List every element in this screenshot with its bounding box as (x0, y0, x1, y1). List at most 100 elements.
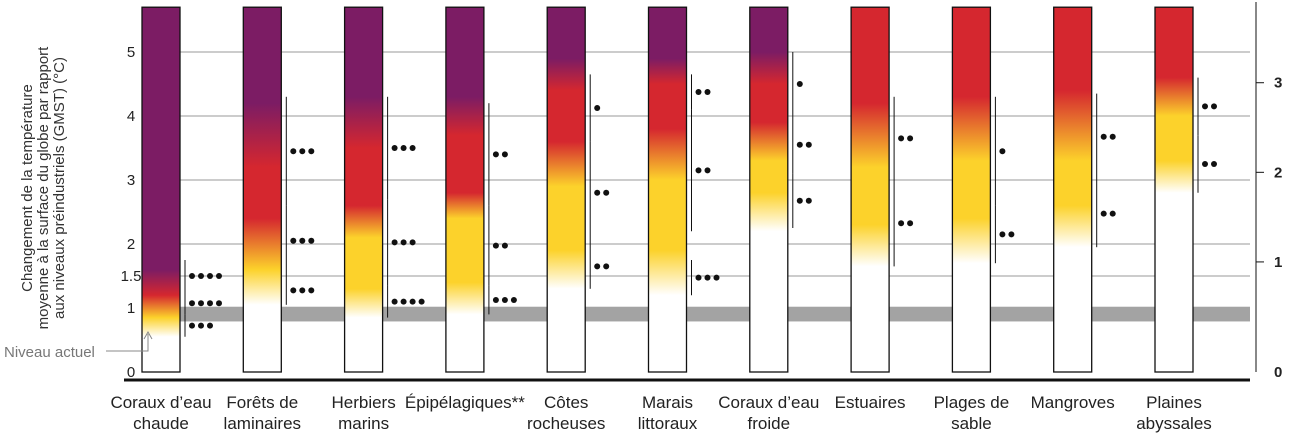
confidence-dot (594, 105, 601, 111)
current-level-label: Niveau actuel (4, 344, 95, 361)
confidence-dot (695, 89, 702, 95)
risk-bar (242, 6, 282, 373)
right-tick-label: 0 (1274, 364, 1282, 381)
confidence-dot (510, 297, 517, 303)
confidence-dot (207, 273, 213, 279)
confidence-dot (418, 298, 425, 305)
confidence-dot (308, 148, 315, 155)
category-label: Estuaires (835, 393, 906, 412)
confidence-dot (898, 220, 905, 227)
right-tick-label: 2 (1274, 164, 1282, 181)
confidence-dot (501, 151, 508, 158)
left-tick-label: 2 (127, 236, 135, 253)
confidence-dot (198, 300, 204, 307)
confidence-dot (501, 242, 508, 249)
risk-bar (749, 6, 789, 373)
confidence-dot (594, 189, 601, 196)
risk-bar (951, 6, 992, 373)
confidence-dot (492, 151, 499, 158)
confidence-dot (299, 237, 306, 244)
confidence-dot (492, 297, 499, 303)
confidence-dot (400, 239, 407, 246)
risk-bar (546, 6, 586, 373)
confidence-dot (695, 274, 702, 281)
category-label: Plaines abyssales (1136, 393, 1212, 433)
confidence-dot (704, 274, 711, 281)
confidence-dot (290, 148, 297, 155)
confidence-dot (594, 263, 601, 270)
confidence-dot (704, 167, 711, 174)
right-tick-label: 1 (1274, 254, 1282, 271)
confidence-dot (290, 287, 297, 294)
confidence-dot (907, 220, 914, 227)
confidence-dot (1211, 103, 1217, 110)
left-tick-label: 4 (127, 108, 135, 125)
confidence-dot (1202, 161, 1208, 167)
confidence-dot (492, 242, 499, 249)
confidence-dot (695, 167, 702, 174)
current-level-arrowhead (143, 330, 153, 340)
confidence-dot (290, 237, 297, 244)
confidence-dot (704, 89, 711, 95)
risk-bar (445, 6, 485, 373)
confidence-dot (207, 322, 213, 329)
confidence-dot (805, 197, 812, 204)
category-label: Mangroves (1031, 393, 1115, 412)
confidence-dot (999, 231, 1006, 238)
left-tick-label: 5 (127, 44, 135, 61)
confidence-dot (391, 298, 398, 305)
axes: 0 1 1.5 2 3 4 5 0 1 2 3 4 (121, 0, 1283, 382)
confidence-dot (189, 273, 195, 279)
confidence-dot (299, 148, 306, 155)
confidence-dot (1109, 210, 1116, 217)
confidence-dot (796, 81, 803, 87)
category-label: Épipélagiques** (405, 393, 525, 412)
risk-bar (850, 6, 890, 373)
confidence-dot (308, 237, 315, 244)
confidence-dot (391, 145, 398, 151)
confidence-dot (207, 300, 213, 307)
confidence-dot (198, 322, 204, 329)
left-tick-label: 3 (127, 172, 135, 189)
confidence-dot (1202, 103, 1208, 110)
right-tick-label: 4 (1274, 0, 1283, 2)
confidence-dot (603, 263, 610, 270)
confidence-dot (308, 287, 315, 294)
confidence-dot (796, 197, 803, 204)
confidence-dot (805, 141, 812, 148)
confidence-dot (189, 300, 195, 307)
left-tick-label: 1.5 (121, 268, 142, 285)
confidence-dot (189, 322, 195, 329)
category-label: Plages de sable (934, 393, 1010, 433)
risk-bar (647, 6, 688, 373)
confidence-dot (1211, 161, 1217, 167)
confidence-dot (409, 145, 416, 151)
confidence-dot (409, 239, 416, 246)
confidence-dot (603, 189, 610, 196)
confidence-dot (999, 148, 1006, 155)
confidence-dot (1109, 133, 1116, 140)
confidence-dot (391, 239, 398, 246)
confidence-dot (409, 298, 416, 305)
confidence-dot (400, 145, 407, 151)
confidence-dot (198, 273, 204, 279)
confidence-dot (907, 135, 914, 142)
category-label: Marais littoraux (638, 393, 698, 433)
confidence-dot (1100, 133, 1107, 140)
confidence-dot (216, 300, 222, 307)
right-tick-label: 3 (1274, 75, 1282, 92)
category-label: Forêts de laminaires (224, 393, 301, 433)
current-level-connector (106, 334, 149, 352)
category-label: Côtes rocheuses (527, 393, 605, 433)
risk-bar (1053, 6, 1093, 373)
category-label: Coraux d’eau chaude (110, 393, 211, 433)
bars (141, 6, 1194, 373)
labels: Coraux d’eau chaude Forêts de laminaires Her… (4, 46, 1212, 433)
confidence-dot (898, 135, 905, 142)
y-axis-title: Changement de la températuremoyenne à la… (19, 46, 68, 330)
confidence-dot (400, 298, 407, 305)
risk-bar (141, 6, 181, 373)
confidence-dot (796, 141, 803, 148)
category-label: Herbiers marins (331, 393, 395, 433)
left-tick-label: 1 (127, 300, 135, 317)
